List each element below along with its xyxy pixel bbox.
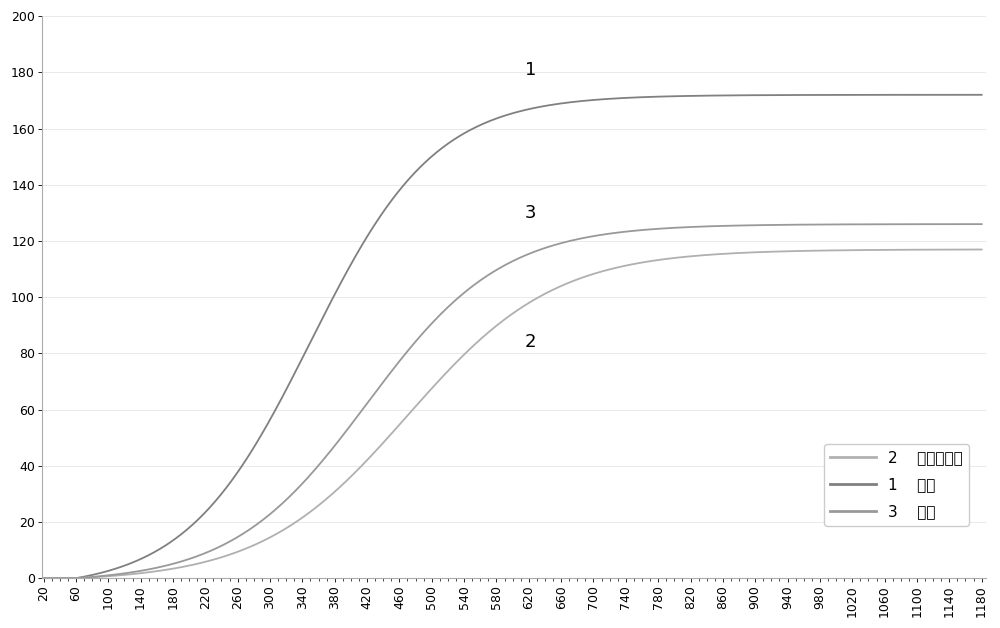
Text: 3: 3 [525, 204, 536, 222]
Text: 1: 1 [525, 60, 536, 78]
Legend: 2    胶垫与胎身, 1    上模, 3    下模: 2 胶垫与胎身, 1 上模, 3 下模 [824, 444, 969, 526]
Text: 2: 2 [525, 333, 536, 351]
